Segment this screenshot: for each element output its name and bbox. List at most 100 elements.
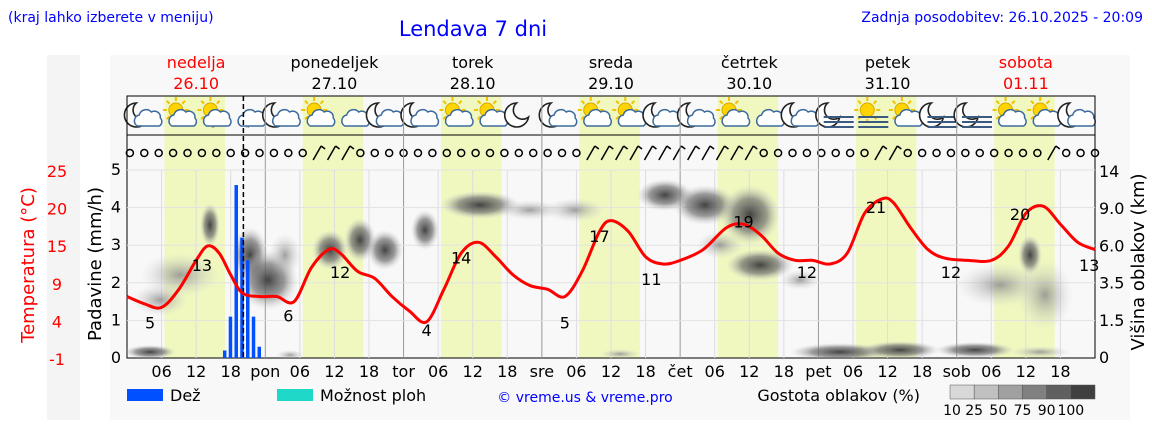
temperature-label: 17 (589, 227, 609, 246)
x-tick-label: čet (668, 362, 693, 381)
x-tick-label: 06 (705, 362, 725, 381)
precip-bar (251, 316, 256, 358)
temperature-tick-label: 20 (47, 200, 67, 219)
drizzle-mark: ″ (211, 124, 215, 137)
moon-cloud-icon (538, 102, 578, 128)
wind-barb-flag (637, 145, 643, 150)
x-tick-label: 18 (912, 362, 932, 381)
temperature-tick-label: -1 (49, 350, 65, 369)
x-tick-label: 18 (497, 362, 517, 381)
wind-calm-marker (831, 148, 840, 158)
wind-calm-marker (1018, 148, 1028, 158)
x-tick-label: 06 (290, 362, 310, 381)
wind-barb-marker (341, 145, 351, 161)
density-legend-scale: 10 25 50 75 90 100 (943, 384, 1096, 419)
day-date: 28.10 (450, 74, 496, 93)
day-name: četrtek (721, 53, 779, 72)
legend-thunder-label: Možnost ploh (320, 386, 426, 405)
x-tick-label: 18 (1050, 362, 1070, 381)
sun-ray (580, 115, 586, 120)
temperature-label: 12 (330, 263, 350, 282)
wind-calm-marker (917, 148, 927, 158)
cloud-height-tick-label: 9.0 (1099, 199, 1124, 218)
precip-bar (234, 185, 238, 358)
x-tick-label: pet (805, 362, 831, 381)
temperature-label: 6 (283, 306, 293, 325)
sun-fog-icon (854, 97, 889, 128)
wind-barb-marker (687, 145, 697, 161)
legend-rain-label: Dež (170, 386, 201, 405)
temperature-label: 5 (560, 314, 570, 333)
wind-barb-marker (643, 145, 654, 161)
menu-hint[interactable]: (kraj lahko izberete v meniju) (8, 10, 214, 26)
daylight-band (855, 96, 917, 358)
density-swatch (998, 384, 1023, 400)
x-tick-label: 12 (601, 362, 621, 381)
precip-tick-label: 0 (111, 348, 121, 367)
cloud-shape (168, 108, 198, 127)
credit-link[interactable]: © vreme.us & vreme.pro (497, 390, 672, 406)
sun-ray (1045, 100, 1051, 105)
day-date: 29.10 (588, 74, 634, 93)
sun-ray (458, 100, 463, 105)
sun-ray (216, 100, 221, 105)
sun-cloud-icon (439, 97, 474, 127)
moon-shape (953, 102, 980, 128)
x-tick-label: 12 (739, 362, 759, 381)
wind-barb-flag (738, 145, 744, 150)
moon-cloud-icon (365, 102, 405, 128)
legend-rain-swatch (127, 389, 163, 401)
cloud-shape (410, 108, 440, 127)
precip-bar (246, 260, 250, 358)
sun-ray (907, 100, 912, 105)
temperature-label: 21 (866, 198, 886, 217)
moon-shape (504, 102, 530, 128)
sun-ray (200, 115, 205, 120)
x-tick-label: 18 (359, 362, 379, 381)
sun-ray (492, 100, 497, 105)
sun-cloud-icon (577, 97, 612, 127)
precip-axis-title: Padavine (mm/h) (85, 187, 106, 341)
moon-fog-icon (953, 102, 992, 128)
temperature-tick-label: 4 (52, 312, 62, 331)
sun-ray (477, 115, 482, 120)
cloud-shape (306, 108, 336, 127)
x-tick-label: 06 (428, 362, 448, 381)
wind-calm-marker (514, 148, 524, 158)
wind-calm-marker (240, 148, 250, 158)
sun-ray (891, 100, 897, 105)
wind-calm-marker (140, 148, 149, 158)
density-swatch (1070, 384, 1096, 400)
x-tick-label: sre (530, 362, 554, 381)
moon-cloud-icon (262, 102, 301, 128)
wind-calm-marker (989, 148, 999, 158)
wind-calm-marker (456, 148, 466, 158)
wind-barb-flag (695, 145, 701, 150)
wind-barb-marker (715, 145, 726, 161)
wind-calm-marker (903, 148, 912, 158)
wind-calm-marker (817, 148, 826, 158)
daylight-bands (164, 96, 1055, 358)
wind-calm-marker (269, 148, 279, 158)
wind-calm-marker (183, 148, 192, 158)
cloud-shape (202, 108, 232, 127)
x-tick-label: tor (392, 362, 415, 381)
wind-barb-flag (608, 145, 614, 150)
wind-barb-flag (896, 145, 902, 150)
day-date: 31.10 (865, 74, 911, 93)
temperature-tick-label: 9 (52, 275, 62, 294)
day-date: 01.11 (1003, 74, 1049, 93)
wind-calm-marker (485, 148, 495, 158)
wind-calm-marker (500, 148, 509, 158)
cloud-height-tick-label: 6.0 (1099, 236, 1124, 255)
wind-calm-marker (197, 148, 207, 158)
temperature-label: 13 (1079, 256, 1099, 275)
wind-calm-marker (428, 148, 437, 158)
wind-barb-flag (882, 145, 888, 150)
wind-barb-marker (326, 145, 337, 161)
sun-ray (615, 115, 620, 120)
daylight-band (579, 96, 640, 358)
density-level-label: 100 (1057, 403, 1084, 419)
wind-calm-marker (543, 148, 552, 158)
page-title: Lendava 7 dni (399, 17, 547, 41)
